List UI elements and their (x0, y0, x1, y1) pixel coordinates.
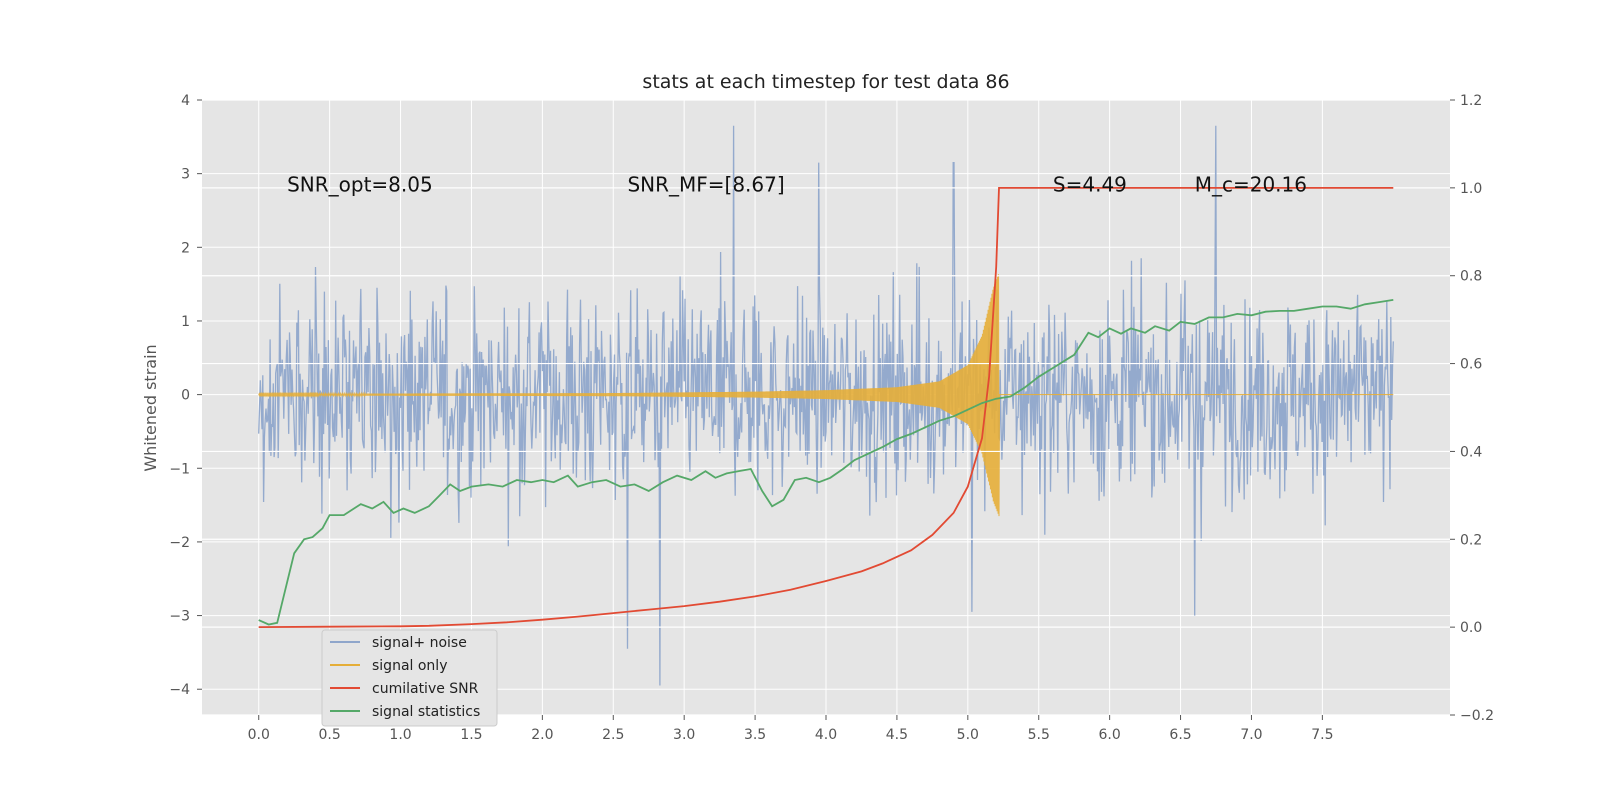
y-tick-label: −4 (169, 682, 190, 698)
x-tick-label: 4.0 (815, 727, 837, 743)
right-y-tick-label: −0.2 (1460, 708, 1494, 724)
signal-only-line (258, 274, 1394, 517)
right-y-tick-label: 0.2 (1460, 532, 1482, 548)
x-tick-label: 5.5 (1028, 727, 1050, 743)
legend-item: signal only (330, 658, 447, 674)
annotation-snr-mf: SNR_MF=[8.67] (627, 173, 784, 197)
signal-only-series (258, 274, 1394, 517)
annotation-s: S=4.49 (1053, 173, 1127, 197)
right-y-tick-label: 0.6 (1460, 357, 1482, 373)
legend-box (321, 629, 498, 727)
annotations: SNR_opt=8.05 SNR_MF=[8.67] S=4.49 M_c=20… (287, 173, 1307, 197)
x-tick-label: 2.0 (531, 727, 553, 743)
y-axis-ticks: 4 3 2 1 0 −1 −2 −3 −4 (169, 93, 202, 698)
x-tick-label: 2.5 (602, 727, 624, 743)
legend-label: signal only (372, 658, 447, 674)
x-tick-label: 5.0 (957, 727, 979, 743)
x-tick-label: 1.0 (389, 727, 411, 743)
y-tick-label: 2 (181, 240, 190, 256)
signal-statistics-line (258, 299, 1394, 626)
x-tick-label: 7.5 (1311, 727, 1333, 743)
x-tick-label: 4.5 (886, 727, 908, 743)
y-tick-label: −1 (169, 461, 190, 477)
legend-label: signal statistics (372, 704, 480, 720)
x-axis-ticks: 0.0 0.5 1.0 1.5 2.0 2.5 3.0 3.5 4.0 4.5 5.0 5.5 6.0 6… (248, 715, 1333, 743)
x-tick-label: 3.5 (744, 727, 766, 743)
right-y-tick-label: 0.4 (1460, 444, 1482, 460)
y-tick-label: 3 (181, 167, 190, 183)
right-y-tick-label: 1.0 (1460, 181, 1482, 197)
line-series (258, 187, 1394, 628)
x-tick-label: 1.5 (460, 727, 482, 743)
x-tick-label: 7.0 (1240, 727, 1262, 743)
cumulative-snr-line (258, 187, 1394, 628)
y-tick-label: 1 (181, 314, 190, 330)
legend: signal+ noise signal only cumilative SNR… (321, 629, 498, 727)
legend-item: cumilative SNR (330, 681, 479, 697)
y-tick-label: 0 (181, 388, 190, 404)
x-tick-label: 0.5 (319, 727, 341, 743)
legend-item: signal statistics (330, 704, 480, 720)
x-tick-label: 6.5 (1169, 727, 1191, 743)
x-tick-label: 3.0 (673, 727, 695, 743)
signal-noise-series (258, 125, 1394, 686)
y-axis-label: Whitened strain (141, 344, 160, 471)
annotation-mc: M_c=20.16 (1195, 173, 1307, 197)
legend-item: signal+ noise (330, 635, 467, 651)
right-y-tick-label: 0.0 (1460, 620, 1482, 636)
right-y-tick-label: 0.8 (1460, 269, 1482, 285)
y-tick-label: −2 (169, 535, 190, 551)
y-tick-label: −3 (169, 609, 190, 625)
signal-noise-line (258, 125, 1394, 686)
legend-label: signal+ noise (372, 635, 467, 651)
chart-title: stats at each timestep for test data 86 (642, 71, 1009, 93)
x-tick-label: 6.0 (1099, 727, 1121, 743)
legend-label: cumilative SNR (372, 681, 479, 697)
y-tick-label: 4 (181, 93, 190, 109)
right-y-axis-ticks: 1.2 1.0 0.8 0.6 0.4 0.2 0.0 −0.2 (1450, 93, 1494, 724)
right-y-tick-label: 1.2 (1460, 93, 1482, 109)
annotation-snr-opt: SNR_opt=8.05 (287, 173, 433, 197)
x-tick-label: 0.0 (248, 727, 270, 743)
